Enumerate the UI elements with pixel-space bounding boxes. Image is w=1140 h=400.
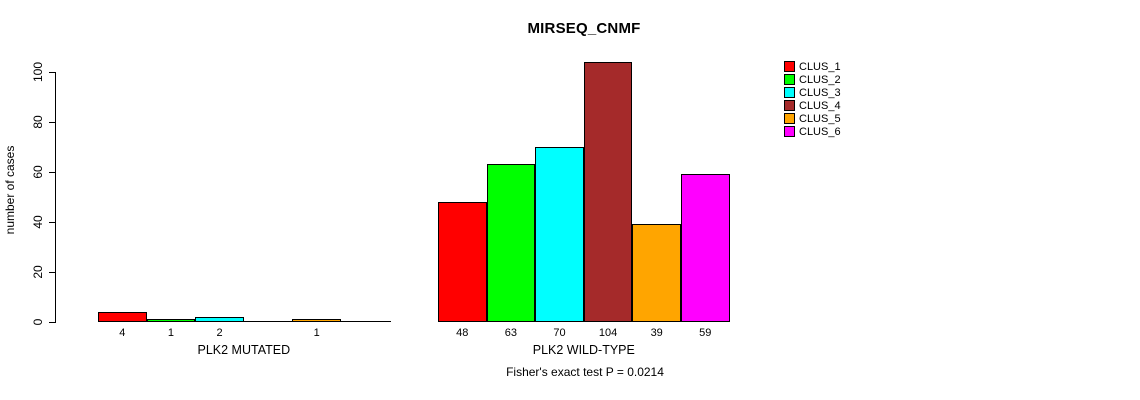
legend-item-clus_5: CLUS_5: [784, 112, 841, 125]
legend-item-clus_6: CLUS_6: [784, 125, 841, 138]
bar-clus_3: [195, 317, 244, 322]
legend-swatch-icon: [784, 126, 795, 137]
bar-value-label: 39: [650, 327, 663, 339]
legend-label: CLUS_1: [799, 60, 841, 73]
legend-swatch-icon: [784, 61, 795, 72]
y-axis-label: number of cases: [3, 145, 17, 235]
legend-label: CLUS_6: [799, 125, 841, 138]
legend-item-clus_1: CLUS_1: [784, 60, 841, 73]
bar-value-label: 48: [456, 327, 469, 339]
y-tick-mark: [49, 72, 55, 73]
group-label: PLK2 MUTATED: [197, 343, 291, 357]
y-tick-mark: [49, 222, 55, 223]
bar-value-label: 104: [598, 327, 618, 339]
legend-label: CLUS_5: [799, 112, 841, 125]
bar-value-label: 59: [699, 327, 712, 339]
y-tick-mark: [49, 122, 55, 123]
y-tick-label: 100: [31, 61, 45, 83]
legend-swatch-icon: [784, 87, 795, 98]
y-tick-label: 0: [31, 318, 45, 326]
y-tick-label: 80: [31, 115, 45, 129]
bar-value-label: 63: [504, 327, 518, 339]
y-tick-mark: [49, 172, 55, 173]
bar-value-label: 2: [216, 327, 223, 339]
bar-clus_2: [486, 164, 536, 322]
bar-clus_5: [292, 319, 341, 322]
y-axis-line: [55, 72, 56, 323]
bar-clus_1: [98, 312, 147, 322]
legend-swatch-icon: [784, 100, 795, 111]
y-tick-mark: [49, 322, 55, 323]
bar-clus_5: [632, 224, 681, 322]
bar-value-label: 70: [553, 327, 566, 339]
bar-value-label: 1: [167, 327, 174, 339]
bar-clus_4: [583, 62, 633, 322]
bar-clus_6: [681, 174, 730, 322]
legend-label: CLUS_4: [799, 99, 841, 112]
legend-swatch-icon: [784, 113, 795, 124]
y-tick-mark: [49, 272, 55, 273]
bar-clus_3: [535, 147, 584, 322]
legend: CLUS_1 CLUS_2 CLUS_3 CLUS_4 CLUS_5 CLUS_6: [784, 60, 841, 138]
zero-bar-clus_4: [243, 321, 294, 322]
y-tick-label: 40: [31, 215, 45, 229]
chart-title: MIRSEQ_CNMF: [527, 20, 641, 37]
legend-item-clus_3: CLUS_3: [784, 86, 841, 99]
group-label: PLK2 WILD-TYPE: [532, 343, 635, 357]
zero-bar-clus_6: [341, 321, 391, 322]
y-tick-label: 60: [31, 165, 45, 179]
fisher-test-annotation: Fisher's exact test P = 0.0214: [506, 365, 664, 379]
bar-clus_1: [438, 202, 487, 322]
bar-value-label: 1: [313, 327, 320, 339]
legend-item-clus_2: CLUS_2: [784, 73, 841, 86]
legend-swatch-icon: [784, 74, 795, 85]
legend-item-clus_4: CLUS_4: [784, 99, 841, 112]
bar-value-label: 4: [119, 327, 126, 339]
legend-label: CLUS_2: [799, 73, 841, 86]
bar-clus_2: [146, 319, 196, 322]
legend-label: CLUS_3: [799, 86, 841, 99]
y-tick-label: 20: [31, 265, 45, 279]
